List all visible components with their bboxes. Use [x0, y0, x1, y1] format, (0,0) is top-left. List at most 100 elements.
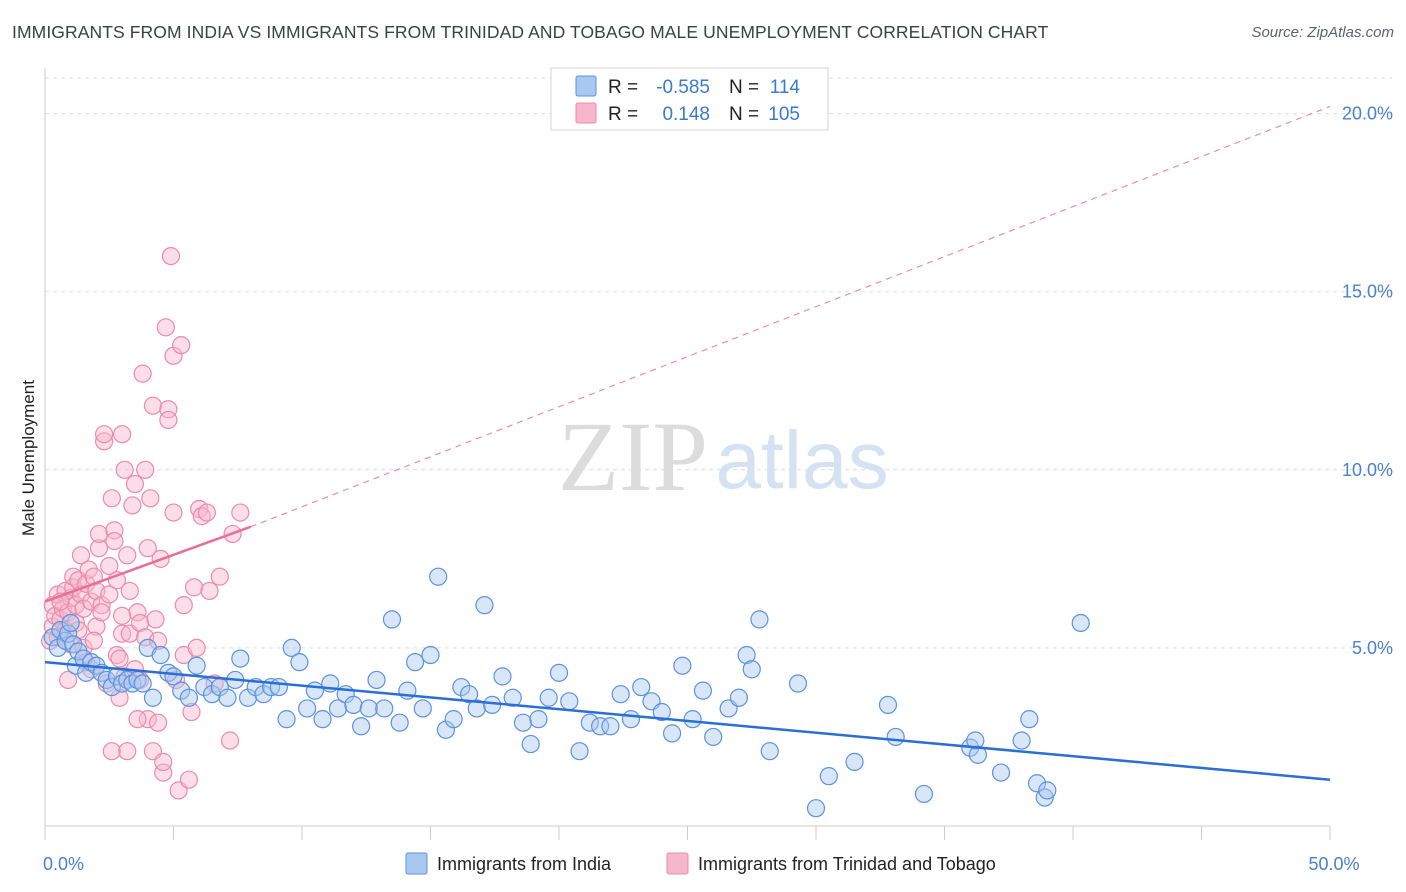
tt-data-point: [210, 567, 229, 586]
bottom-legend-label-tt: Immigrants from Trinidad and Tobago: [698, 854, 996, 874]
tt-data-point: [136, 460, 155, 479]
tt-data-point: [84, 567, 103, 586]
tt-data-point: [115, 460, 134, 479]
tt-data-point: [143, 396, 163, 415]
india-data-point: [611, 685, 630, 704]
tt-data-point: [172, 336, 191, 355]
source-label: Source: ZipAtlas.com: [1251, 24, 1394, 41]
india-data-point: [693, 681, 713, 700]
tt-data-point: [184, 578, 204, 597]
tt-data-point: [92, 603, 111, 622]
india-data-point: [421, 645, 440, 665]
tt-data-point: [118, 742, 137, 761]
india-data-point: [195, 677, 214, 697]
india-data-point: [143, 688, 163, 707]
tt-data-point: [100, 585, 119, 604]
tt-data-point: [102, 489, 121, 508]
tt-data-point: [89, 524, 109, 544]
tt-data-point: [118, 546, 137, 565]
tt-data-point: [182, 702, 201, 722]
india-data-point: [991, 763, 1011, 782]
tt-data-point: [159, 410, 178, 430]
legend-n-label-india: N =: [729, 77, 759, 98]
india-data-point: [845, 752, 864, 771]
tt-data-point: [110, 649, 129, 668]
tt-data-point: [179, 770, 199, 789]
series-legend: Immigrants from India Immigrants from Tr…: [405, 852, 996, 875]
india-data-point: [277, 710, 296, 729]
india-data-point: [429, 567, 448, 586]
tt-data-point: [87, 617, 106, 636]
india-data-point: [187, 656, 206, 675]
tt-trend-line: [44, 525, 252, 603]
tt-data-point: [128, 710, 147, 729]
watermark-atlas: atlas: [715, 415, 888, 506]
india-data-point: [914, 784, 934, 804]
tt-data-point: [164, 503, 183, 522]
y-tick-label: 10.0%: [1342, 460, 1393, 480]
tt-data-point: [112, 425, 132, 444]
india-trend-line: [44, 660, 1331, 781]
tt-data-point: [200, 581, 219, 601]
india-data-point: [305, 681, 324, 700]
grid-lines: [45, 77, 1392, 649]
y-tick-label: 20.0%: [1342, 104, 1393, 124]
india-data-point: [1071, 613, 1090, 633]
tt-data-point: [105, 531, 124, 551]
legend-n-value-india: 114: [770, 77, 801, 98]
tt-data-point: [123, 496, 142, 515]
tt-data-point: [231, 503, 250, 522]
legend-r-label-tt: R =: [608, 104, 638, 125]
bottom-legend-label-india: Immigrants from India: [437, 854, 612, 874]
tt-data-point: [138, 539, 157, 558]
india-data-point: [1020, 710, 1039, 729]
india-data-point: [788, 674, 808, 693]
tt-data-point: [59, 670, 78, 690]
india-data-point: [48, 638, 67, 658]
india-data-point: [1027, 774, 1047, 793]
india-data-point: [61, 613, 80, 633]
india-data-point: [549, 663, 569, 682]
india-data-point: [452, 677, 471, 697]
tt-data-point: [105, 521, 124, 540]
legend-r-value-india: -0.585: [656, 77, 710, 98]
india-data-point: [503, 688, 522, 707]
tt-data-point: [102, 742, 121, 761]
bottom-legend-swatch-india: [405, 852, 428, 875]
india-data-point: [742, 660, 761, 679]
india-data-point: [806, 799, 826, 818]
india-data-point: [382, 610, 402, 629]
india-data-point: [966, 731, 985, 750]
india-data-point: [282, 638, 301, 658]
correlation-legend: R = -0.585 N = 114 R = 0.148 N = 105: [550, 67, 829, 131]
tt-data-point: [133, 364, 152, 383]
tt-data-point: [130, 613, 150, 633]
india-data-point: [483, 695, 502, 714]
india-data-point: [493, 667, 512, 686]
india-data-point: [359, 699, 378, 718]
tt-data-point: [148, 631, 168, 650]
tt-data-point: [154, 763, 173, 782]
india-data-point: [172, 681, 191, 700]
india-data-point: [133, 674, 152, 693]
india-data-point: [179, 688, 199, 707]
india-data-point: [673, 656, 692, 675]
tt-data-point: [141, 489, 160, 508]
tt-data-point: [95, 425, 114, 444]
india-data-point: [231, 649, 250, 668]
tt-data-point: [148, 713, 168, 732]
india-data-point: [254, 685, 273, 704]
india-data-point: [750, 610, 769, 629]
india-data-point: [737, 645, 756, 665]
tt-data-point: [159, 400, 178, 419]
tt-data-point: [174, 596, 193, 615]
india-data-point: [269, 677, 288, 697]
india-data-point: [570, 742, 589, 761]
india-data-point: [601, 717, 620, 736]
legend-swatch-tt: [575, 102, 597, 124]
tt-data-point: [138, 710, 157, 729]
india-data-point: [560, 692, 579, 711]
chart-title: IMMIGRANTS FROM INDIA VS IMMIGRANTS FROM…: [12, 22, 1049, 42]
india-data-point: [729, 688, 749, 707]
